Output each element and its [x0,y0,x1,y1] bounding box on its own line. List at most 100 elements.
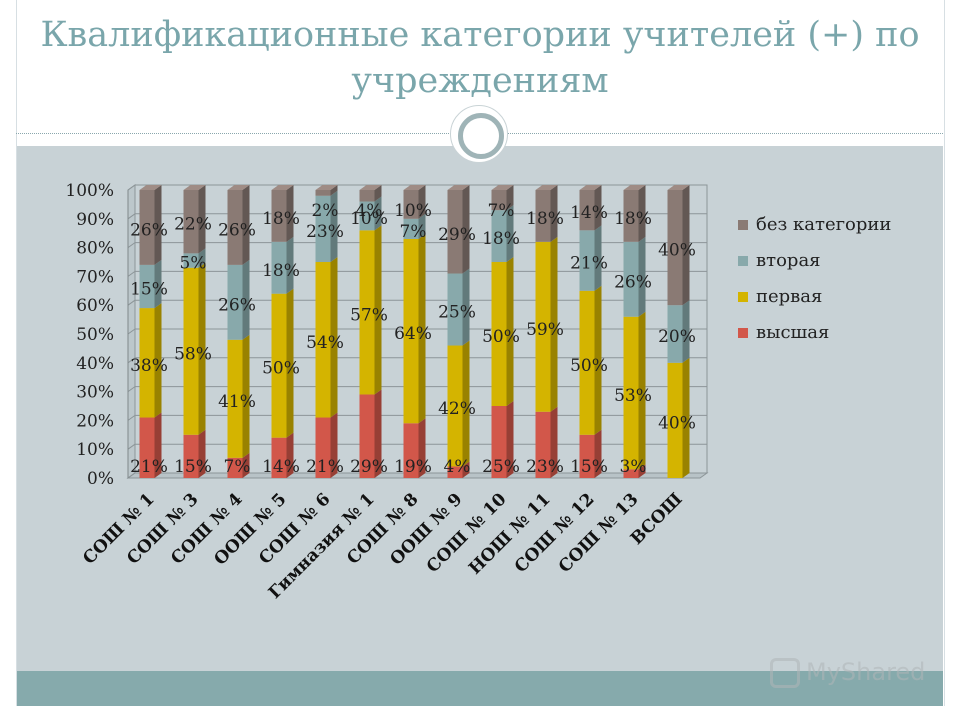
data-label: 53% [614,386,652,406]
bar-segment [315,190,338,262]
gridline-diag [127,270,136,277]
bar-side [154,259,162,309]
bar [271,437,287,478]
bar-segment [403,185,426,219]
legend-label: высшая [756,322,829,343]
bar-side [550,406,558,478]
bar-segment [359,225,382,395]
data-label: 18% [482,229,520,249]
bar [447,466,463,478]
bar-segment [491,401,514,478]
bar-top [667,185,690,190]
watermark-text: MyShared [806,658,926,686]
bar-segment [139,259,162,309]
bar-side [198,262,206,435]
bar-segment [535,236,558,412]
bar [183,267,199,435]
legend-label: первая [756,286,822,307]
bar [623,469,639,478]
bar [139,417,155,478]
gridline-diag [127,213,136,220]
footer-bar [17,671,943,706]
bar-segment [359,196,382,231]
gridline-diag [127,357,136,364]
bar [139,190,155,265]
bar [667,190,683,306]
data-label: 42% [438,399,476,419]
legend-swatch [738,328,748,338]
data-label: 25% [482,457,520,477]
data-label: 54% [306,333,344,353]
bar-side [242,185,250,265]
bar [667,305,683,363]
bar [183,253,199,268]
bar-segment [359,389,382,478]
bar-side [154,412,162,478]
bar-segment [139,185,162,265]
data-label: 7% [224,457,251,477]
bar [271,190,287,242]
data-label: 40% [658,241,696,261]
data-label: 14% [570,203,608,223]
bar [315,417,331,478]
data-label: 26% [218,220,256,240]
gridline-diag [127,328,136,335]
bar-segment [183,185,206,254]
data-label: 22% [174,215,212,235]
data-label: 26% [218,295,256,315]
bar [535,241,551,412]
bar-layer [139,185,690,478]
bar-side [242,452,250,478]
bar-segment [579,185,602,231]
bar-segment [139,412,162,478]
bar-side [330,257,338,418]
y-tick-label: 100% [65,181,114,201]
data-label: 41% [218,392,256,412]
bar-side [286,432,294,478]
data-label: 3% [620,457,647,477]
bar-side [594,285,602,435]
bar [139,264,155,309]
bar-side [462,185,470,274]
bar-side [638,185,646,242]
data-label: 26% [614,272,652,292]
bar [315,262,331,418]
bar [447,273,463,346]
bar-segment [227,259,250,340]
bar-segment [579,429,602,478]
data-label: 29% [350,457,388,477]
data-label: 25% [438,303,476,323]
bar [403,190,419,219]
bar-segment [623,311,646,470]
bar-top [183,185,206,190]
data-label: 64% [394,324,432,344]
bar [227,264,243,340]
bar [227,457,243,478]
bar-segment [227,185,250,265]
y-tick-label: 0% [87,469,114,489]
bar-segment [447,185,470,274]
bar-segment [139,303,162,418]
bar-segment [403,233,426,424]
bar [403,423,419,478]
bar-top [139,185,162,190]
bar-segment [667,357,690,478]
legend-swatch [738,256,748,266]
bar-side [594,225,602,291]
data-label: 2% [312,201,339,221]
data-label: 18% [614,209,652,229]
legend-label: вторая [756,250,821,271]
bar-side [374,225,382,395]
bar-side [374,185,382,202]
bar-segment [403,418,426,478]
bar [227,190,243,265]
divider-circle-inner [458,113,504,159]
data-label: 10% [394,201,432,221]
bar-top [447,185,470,190]
y-tick-label: 90% [76,210,114,230]
bar-segment [315,185,338,196]
y-tick-label: 30% [76,383,114,403]
data-label: 20% [658,327,696,347]
bar-top [403,185,426,190]
